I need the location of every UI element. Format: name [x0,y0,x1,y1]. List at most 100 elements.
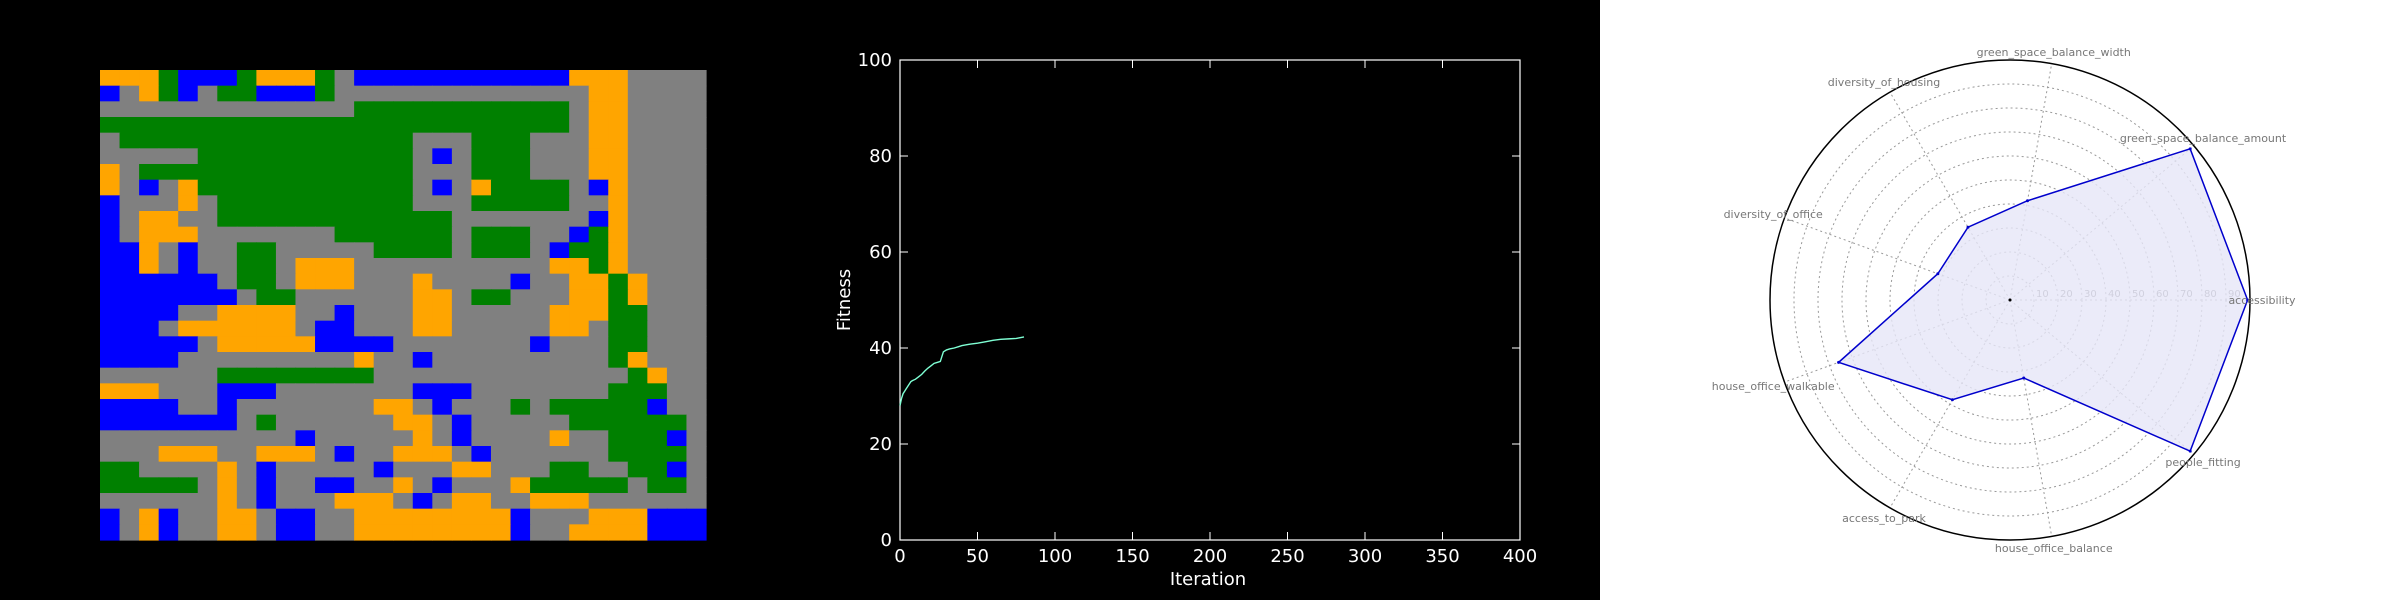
grid-cell [256,336,277,353]
grid-cell [158,179,179,196]
grid-cell [490,195,512,212]
grid-cell [608,273,629,290]
grid-cell [100,179,121,196]
grid-cell [432,414,453,431]
radar-category-label: green_space_balance_width [1977,46,2131,59]
grid-cell [315,85,336,102]
grid-cell [119,258,140,275]
grid-cell [197,273,218,290]
grid-cell [412,148,433,165]
grid-cell [236,226,257,243]
grid-cell [490,336,512,353]
grid-cell [100,101,121,118]
grid-cell [647,179,668,196]
grid-cell [666,70,688,87]
grid-cell [451,242,473,259]
grid-cell [334,179,355,196]
grid-cell [178,211,199,228]
grid-cell [490,70,512,87]
grid-cell [217,101,238,118]
grid-cell [139,289,160,306]
grid-cell [217,352,238,369]
grid-cell [354,336,375,353]
grid-cell [510,493,531,510]
grid-cell [373,242,394,259]
radar-data-point [1936,272,1940,276]
grid-cell [178,367,199,384]
grid-cell [197,493,218,510]
grid-cell [412,336,433,353]
grid-cell [100,477,121,494]
grid-cell [666,179,688,196]
grid-cell [569,383,590,400]
grid-cell [686,461,707,478]
grid-cell [549,446,570,463]
grid-cell [627,195,648,212]
grid-cell [256,132,277,149]
radar-category-label: house_office_balance [1995,542,2113,555]
grid-cell [412,132,433,149]
grid-cell [139,258,160,275]
grid-cell [471,524,492,541]
grid-cell [295,211,316,228]
grid-cell [686,101,707,118]
grid-cell [432,273,453,290]
grid-cell [666,242,688,259]
grid-cell [627,461,648,478]
grid-cell [490,132,512,149]
grid-cell [197,148,218,165]
grid-cell [490,242,512,259]
grid-cell [471,117,492,134]
grid-cell [158,430,179,447]
grid-cell [412,320,433,337]
grid-cell [334,273,355,290]
grid-cell [217,289,238,306]
fitness-series-line [899,336,1025,406]
grid-cell [197,101,218,118]
grid-cell [451,477,473,494]
grid-cell [139,179,160,196]
grid-cell [315,493,336,510]
grid-cell [666,524,688,541]
grid-cell [569,305,590,322]
grid-cell [373,195,394,212]
grid-cell [354,352,375,369]
grid-cell [686,430,707,447]
grid-cell [530,117,551,134]
grid-cell [197,132,218,149]
grid-cell [686,211,707,228]
grid-cell [354,305,375,322]
grid-cell [334,383,355,400]
grid-cell [510,289,531,306]
grid-cell [471,211,492,228]
grid-cell [354,289,375,306]
grid-cell [608,446,629,463]
grid-cell [569,242,590,259]
grid-cell [510,461,531,478]
radar-category-label: access_to_park [1842,512,1926,525]
grid-cell [393,289,414,306]
grid-cell [158,446,179,463]
grid-cell [549,508,570,525]
x-tick-label: 0 [894,546,905,567]
grid-cell [510,430,531,447]
x-tick-label: 200 [1193,546,1227,567]
grid-cell [569,414,590,431]
grid-cell [627,117,648,134]
grid-cell [197,352,218,369]
grid-cell [510,320,531,337]
grid-cell [315,70,336,87]
grid-cell [197,414,218,431]
grid-cell [119,179,140,196]
grid-cell [432,367,453,384]
grid-cell [588,336,609,353]
grid-cell [647,70,668,87]
grid-cell [354,461,375,478]
grid-cell [490,461,512,478]
grid-cell [217,85,238,102]
grid-cell [236,117,257,134]
grid-cell [393,164,414,181]
grid-cell [315,132,336,149]
grid-cell [119,117,140,134]
grid-cell [139,320,160,337]
